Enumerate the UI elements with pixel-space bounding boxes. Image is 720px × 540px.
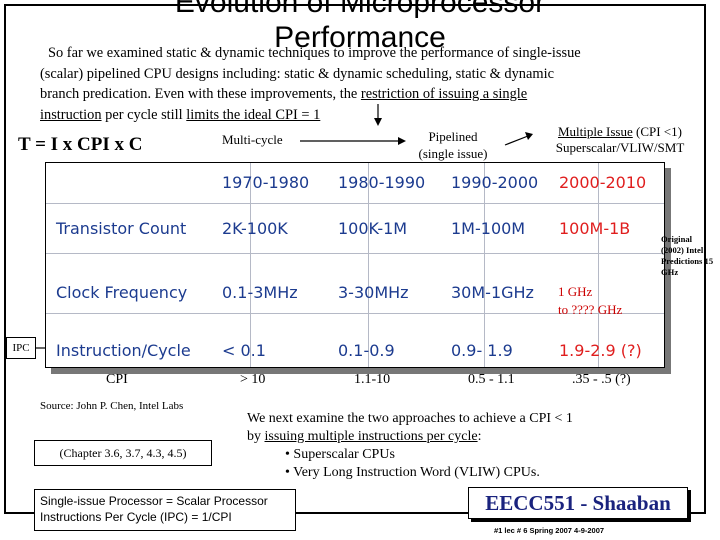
table-col-divider — [484, 163, 485, 367]
cpi-value: > 10 — [240, 372, 266, 387]
next-colon: : — [477, 429, 482, 444]
table-row-divider — [46, 253, 664, 254]
ipc-label: IPC — [6, 337, 36, 359]
slide-frame — [4, 4, 706, 514]
intro-instruction: instruction — [40, 106, 102, 123]
table-cell: 1.9-2.9 (?) — [559, 341, 642, 360]
next-line-1: We next examine the two approaches to ac… — [247, 411, 573, 426]
pipelined-line-1: Pipelined — [428, 129, 478, 144]
intro-line-3-text: branch predication. Even with these impr… — [40, 86, 361, 102]
arrow-pipelined-multiissue — [504, 135, 529, 146]
intro-line-4: instruction per cycle still limits the i… — [40, 105, 700, 126]
bullet-item: • Very Long Instruction Word (VLIW) CPUs… — [285, 465, 540, 480]
ghz-annotation: 1 GHz to ???? GHz — [558, 283, 622, 319]
definition-line-1: Single-issue Processor = Scalar Processo… — [40, 494, 268, 508]
source-citation: Source: John P. Chen, Intel Labs — [40, 400, 184, 412]
cpi-value: .35 - .5 (?) — [572, 372, 631, 387]
intro-restriction: restriction of issuing a single — [360, 86, 528, 102]
arrow-head-pipelined — [398, 137, 406, 145]
row-label: Clock Frequency — [56, 283, 188, 302]
definition-box: Single-issue Processor = Scalar Processo… — [34, 489, 296, 531]
arrow-head-multiissue — [525, 132, 533, 140]
table-col-divider — [368, 163, 369, 367]
intro-line-2: (scalar) pipelined CPU designs including… — [40, 65, 554, 82]
table-cell: < 0.1 — [222, 341, 266, 360]
ghz-line-1: 1 GHz — [558, 284, 593, 299]
intro-limit: limits the ideal CPI = 1 — [186, 106, 321, 123]
table-cell: 0.1-0.9 — [338, 341, 395, 360]
header-cell: 1990-2000 — [451, 173, 539, 192]
definition-line-2: Instructions Per Cycle (IPC) = 1/CPI — [40, 510, 232, 524]
slide-footer: #1 lec # 6 Spring 2007 4-9-2007 — [494, 526, 605, 535]
header-cell: 1970-1980 — [222, 173, 310, 192]
table-cell: 2K-100K — [222, 219, 288, 238]
slide-title-line2: Performance — [274, 21, 446, 54]
next-issuing: issuing multiple instructions per cycle — [264, 429, 478, 444]
table-cell: 100M-1B — [559, 219, 631, 238]
multiple-issue-cpi: (CPI <1) — [636, 124, 682, 139]
table-row-divider — [46, 203, 664, 204]
evolution-table: 1970-1980 1980-1990 1990-2000 2000-2010 … — [45, 162, 665, 368]
bullet-item: • Superscalar CPUs — [285, 447, 395, 462]
cpi-value: 1.1-10 — [354, 372, 391, 387]
next-topic: We next examine the two approaches to ac… — [247, 410, 687, 482]
multi-cycle-label: Multi-cycle — [222, 132, 283, 147]
chapter-reference: (Chapter 3.6, 3.7, 4.3, 4.5) — [34, 440, 212, 466]
slide-title: Evolution of Microprocessor — [174, 0, 546, 19]
cpi-label: CPI — [106, 372, 128, 387]
cpi-value: 0.5 - 1.1 — [468, 372, 515, 387]
header-cell: 2000-2010 — [559, 173, 647, 192]
arrow-head-cpi — [374, 118, 382, 126]
table-cell: 30M-1GHz — [451, 283, 534, 302]
ghz-line-2: to ???? GHz — [558, 302, 623, 317]
intro-mid: per cycle still — [101, 106, 187, 123]
performance-formula: T = I x CPI x C — [18, 134, 143, 155]
table-cell: 0.1-3MHz — [222, 283, 298, 302]
next-by: by — [247, 429, 265, 444]
table-cell: 1M-100M — [451, 219, 526, 238]
next-line-2: by issuing multiple instructions per cyc… — [247, 428, 687, 446]
multiple-issue-line-2: Superscalar/VLIW/SMT — [555, 140, 685, 155]
table-cell: 0.9- 1.9 — [451, 341, 513, 360]
row-label: Instruction/Cycle — [56, 341, 191, 360]
table-cell: 3-30MHz — [338, 283, 409, 302]
original-prediction-note: Original (2002) Intel Predictions 15 GHz — [661, 234, 714, 277]
multiple-issue-title: Multiple Issue — [558, 124, 633, 139]
table-cell: 100K-1M — [338, 219, 408, 238]
table-col-divider — [250, 163, 251, 367]
course-logo: EECC551 - Shaaban — [468, 487, 688, 519]
table-row-divider — [46, 313, 664, 314]
multiple-issue-label: Multiple Issue (CPI <1) Superscalar/VLIW… — [530, 124, 710, 156]
multiple-issue-line-1: Multiple Issue (CPI <1) — [530, 124, 710, 140]
intro-line-1: So far we examined static & dynamic tech… — [48, 45, 581, 61]
table-col-divider — [598, 163, 599, 367]
row-label: Transistor Count — [56, 219, 187, 238]
header-cell: 1980-1990 — [338, 173, 426, 192]
pipelined-line-2: (single issue) — [418, 146, 488, 161]
pipelined-label: Pipelined (single issue) — [406, 128, 500, 162]
intro-paragraph: So far we examined static & dynamic tech… — [40, 43, 700, 125]
intro-line-3: branch predication. Even with these impr… — [40, 84, 700, 105]
